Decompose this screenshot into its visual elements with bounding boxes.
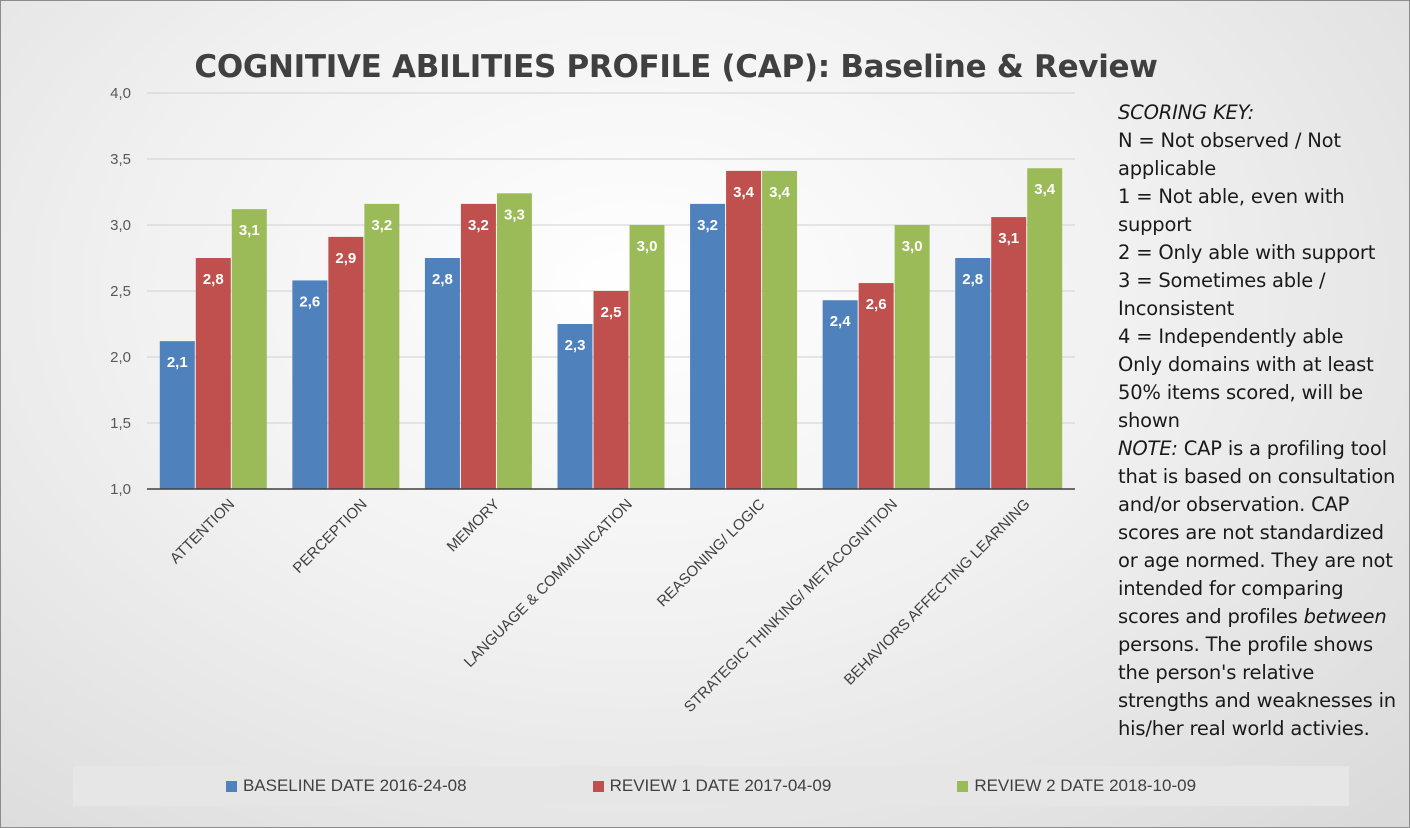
bar <box>231 209 267 489</box>
category-label: PERCEPTION <box>290 496 371 577</box>
y-axis-tick-labels: 1,0 1,5 2,0 2,5 3,0 3,5 4,0 <box>110 85 131 498</box>
bar <box>328 236 364 489</box>
bar <box>557 324 593 489</box>
bar <box>460 203 496 489</box>
bar <box>858 283 894 489</box>
data-label: 3,0 <box>637 238 658 255</box>
data-labels: 2,1 2,8 3,1 2,6 2,9 3,2 2,8 3,2 3,3 2,3 2,5 3,0 3,2 3… <box>167 181 1056 371</box>
legend: BASELINE DATE 2016-24-08 REVIEW 1 DATE 2… <box>73 766 1349 806</box>
data-label: 2,4 <box>830 313 852 330</box>
bar <box>991 217 1027 489</box>
data-label: 2,8 <box>962 271 983 288</box>
data-label: 3,2 <box>371 217 392 234</box>
y-tick-label: 1,5 <box>110 415 131 432</box>
y-tick-label: 3,5 <box>110 151 131 168</box>
legend-label: BASELINE DATE 2016-24-08 <box>242 776 467 795</box>
legend-swatch <box>225 780 237 792</box>
legend-item-review-1: REVIEW 1 DATE 2017-04-09 <box>592 776 832 796</box>
bar <box>629 225 665 489</box>
scoring-key-line: Only domains with at least 50% items sco… <box>1118 353 1374 432</box>
data-label: 3,4 <box>733 184 755 201</box>
scoring-key: SCORING KEY: N = Not observed / Not appl… <box>1118 99 1400 743</box>
data-label: 2,9 <box>335 250 356 267</box>
legend-item-baseline: BASELINE DATE 2016-24-08 <box>225 776 467 796</box>
scoring-key-line: 1 = Not able, even with support <box>1118 185 1345 236</box>
y-tick-label: 1,0 <box>110 481 131 498</box>
data-label: 3,0 <box>902 238 923 255</box>
bar <box>496 193 532 489</box>
data-label: 3,1 <box>998 230 1019 247</box>
y-tick-label: 2,5 <box>110 283 131 300</box>
category-label: REASONING/ LOGIC <box>654 496 769 611</box>
data-label: 2,1 <box>167 354 188 371</box>
bar <box>726 170 762 489</box>
bar <box>955 258 991 489</box>
legend-swatch <box>957 780 969 792</box>
bar <box>894 225 930 489</box>
bar <box>762 170 798 489</box>
data-label: 3,2 <box>697 217 718 234</box>
scoring-key-line: N = Not observed / Not applicable <box>1118 129 1341 180</box>
chart-title: COGNITIVE ABILITIES PROFILE (CAP): Basel… <box>194 49 1158 85</box>
scoring-key-line: 2 = Only able with support <box>1118 241 1376 264</box>
legend-item-review-2: REVIEW 2 DATE 2018-10-09 <box>957 776 1196 796</box>
bar <box>364 203 400 489</box>
legend-swatch <box>592 780 604 792</box>
scoring-key-note: NOTE: CAP is a profiling tool that is ba… <box>1118 437 1396 740</box>
bar <box>159 341 195 489</box>
data-label: 3,1 <box>239 222 260 239</box>
bar <box>593 291 629 489</box>
bar <box>292 280 328 489</box>
data-label: 3,2 <box>468 217 489 234</box>
bar <box>1027 168 1063 490</box>
category-label: STRATEGIC THINKING/ METACOGNITION <box>681 496 901 716</box>
y-tick-label: 4,0 <box>110 85 131 102</box>
data-label: 2,5 <box>601 304 622 321</box>
plot-area: 1,0 1,5 2,0 2,5 3,0 3,5 4,0 2,1 2,8 3,1 2,6 2,9 3,2… <box>110 85 1075 716</box>
data-label: 2,8 <box>432 271 453 288</box>
data-label: 2,6 <box>299 293 320 310</box>
data-label: 3,4 <box>769 184 791 201</box>
bar <box>424 258 460 489</box>
scoring-key-line: 3 = Sometimes able / Inconsistent <box>1118 269 1326 320</box>
legend-label: REVIEW 1 DATE 2017-04-09 <box>609 776 832 795</box>
y-tick-label: 3,0 <box>110 217 131 234</box>
bar <box>690 203 726 489</box>
bar <box>195 258 231 489</box>
category-label: MEMORY <box>444 496 504 556</box>
legend-label: REVIEW 2 DATE 2018-10-09 <box>974 776 1197 795</box>
data-label: 2,6 <box>866 296 887 313</box>
scoring-key-line: 4 = Independently able <box>1118 325 1344 348</box>
bar <box>822 300 858 489</box>
data-label: 2,8 <box>203 271 224 288</box>
category-label: ATTENTION <box>167 496 238 567</box>
data-label: 2,3 <box>565 337 586 354</box>
bars <box>159 168 1063 490</box>
data-label: 3,4 <box>1034 181 1056 198</box>
scoring-key-heading: SCORING KEY: <box>1118 101 1255 124</box>
data-label: 3,3 <box>504 206 525 223</box>
y-tick-label: 2,0 <box>110 349 131 366</box>
